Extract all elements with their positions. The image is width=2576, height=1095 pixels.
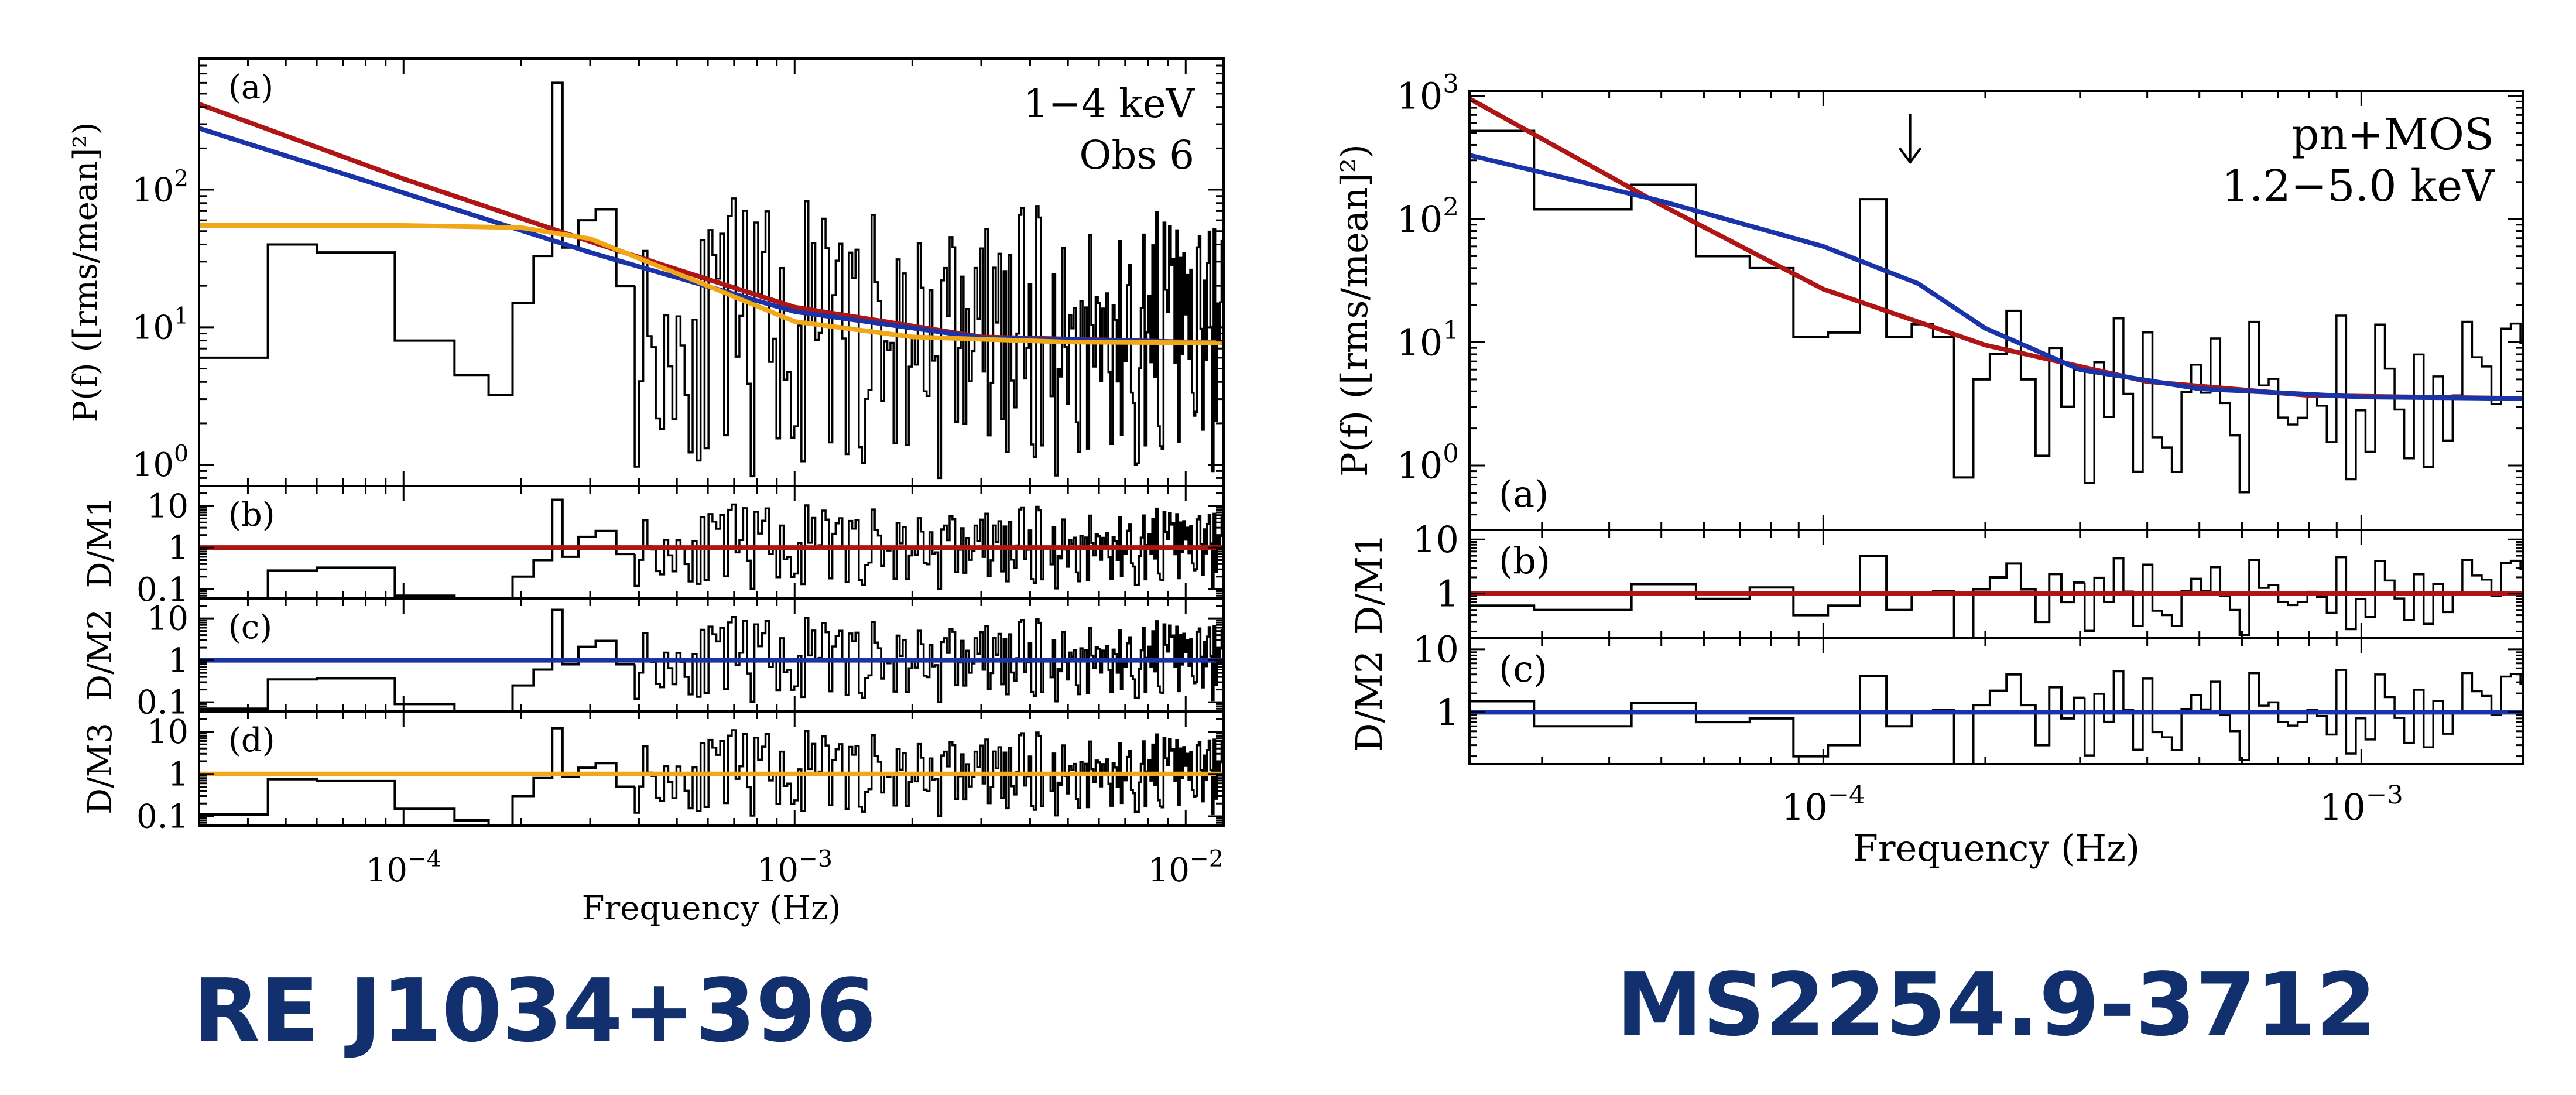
panel-annotation: 1−4 keV — [1023, 81, 1195, 126]
data-histogram — [199, 727, 635, 826]
data-histogram — [1469, 673, 2085, 764]
y-tick-label: 1 — [1436, 572, 1459, 615]
y-tick-label: 1 — [1436, 691, 1459, 734]
panel-0-1: 0.1 110 (b) D/M1 — [81, 485, 1225, 609]
data-histogram-noise — [2083, 669, 2523, 762]
panel-tag: (b) — [1499, 539, 1550, 582]
y-tick-label: 1 — [167, 642, 189, 680]
y-tick-label: 102 — [132, 166, 189, 209]
panel-plot-area — [199, 498, 1224, 598]
y-axis-label: D/M3 — [81, 723, 119, 815]
panel-1-2: 1 10 (c) D/M2 — [1348, 628, 2524, 765]
panel-frame — [198, 710, 1225, 827]
y-tick-label: 103 — [1396, 70, 1459, 118]
panel-plot-area — [199, 608, 1224, 711]
caption-left: RE J1034+396 — [193, 960, 876, 1061]
data-histogram-noise — [2083, 556, 2523, 636]
x-tick-label: 10−3 — [757, 846, 833, 889]
y-tick-label: 1 — [167, 755, 189, 793]
y-axis-label: P(f) ([rms/mean]²) — [1333, 144, 1376, 477]
y-tick-label: 101 — [132, 303, 189, 347]
panel-frame — [1468, 529, 2524, 639]
y-tick-label: 0.1 — [136, 798, 189, 836]
y-axis-label: D/M2 — [81, 609, 119, 701]
y-tick-label: 100 — [1396, 439, 1459, 487]
panel-tag: (c) — [228, 608, 272, 646]
panel-annotation: Obs 6 — [1079, 132, 1194, 178]
x-tick-label: 10−4 — [1782, 781, 1865, 829]
data-histogram — [199, 81, 635, 397]
panel-plot-area — [199, 727, 1224, 826]
panel-plot-area — [1469, 555, 2523, 638]
y-axis-label: P(f) ([rms/mean]²) — [67, 122, 105, 423]
panel-plot-area — [1469, 96, 2523, 494]
panel-tag: (c) — [1499, 648, 1547, 690]
panel-annotation: 1.2−5.0 keV — [2222, 160, 2495, 211]
caption-right: MS2254.9-3712 — [1616, 954, 2377, 1055]
x-axis-label: Frequency (Hz) — [582, 889, 841, 928]
panel-1-1: 1 10 (b) D/M1 — [1348, 518, 2524, 639]
data-histogram-noise — [633, 197, 1224, 480]
panel-0-0: 100 101 102 (a) P(f) ([rms/mean]²) 1−4 keV Obs… — [67, 57, 1225, 487]
data-histogram-noise — [633, 729, 1224, 817]
arrow-head — [1899, 147, 1922, 165]
x-tick-label: 10−3 — [2320, 781, 2403, 829]
y-tick-label: 0.1 — [136, 684, 189, 722]
model-curve-m3 — [199, 223, 1224, 345]
y-tick-label: 102 — [1396, 193, 1459, 241]
panel-1-0: 100 101 102 103 (a) P(f) ([rms/mean]²) pn+MOS1… — [1333, 70, 2524, 531]
y-tick-label: 10 — [1413, 518, 1459, 561]
data-histogram — [266, 498, 635, 598]
data-histogram-noise — [633, 615, 1224, 703]
y-axis-label: D/M2 — [1348, 651, 1390, 752]
panel-0-3: 0.1 1 10 (d) D/M3 — [81, 710, 1225, 836]
panel-annotation: pn+MOS — [2291, 109, 2494, 160]
y-tick-label: 10 — [147, 488, 189, 526]
y-tick-label: 1 — [167, 529, 189, 567]
x-tick-label: 10−4 — [366, 846, 441, 889]
y-tick-label: 10 — [147, 600, 189, 638]
y-tick-label: 101 — [1396, 316, 1459, 364]
panel-plot-area — [1469, 669, 2523, 764]
data-histogram — [1469, 129, 2085, 479]
model-curve-m2 — [1469, 153, 2523, 401]
panel-plot-area — [199, 81, 1224, 480]
y-tick-label: 10 — [147, 713, 189, 751]
data-histogram — [199, 608, 635, 711]
panel-frame — [1468, 637, 2524, 765]
x-axis-label: Frequency (Hz) — [1853, 827, 2140, 870]
panel-tag: (a) — [1499, 473, 1549, 515]
y-tick-label: 100 — [132, 441, 189, 484]
y-axis-label: D/M1 — [81, 497, 119, 588]
data-histogram-noise — [2083, 314, 2523, 494]
y-tick-label: 10 — [1413, 628, 1459, 671]
data-histogram — [1469, 555, 2085, 638]
panel-0-2: 0.1 1 10 (c) D/M2 — [81, 597, 1225, 722]
panel-tag: (b) — [228, 496, 275, 534]
y-axis-label: D/M1 — [1348, 533, 1390, 635]
y-tick-label: 0.1 — [136, 571, 189, 609]
x-tick-label: 10−2 — [1148, 846, 1224, 889]
panel-tag: (d) — [228, 721, 275, 759]
panel-tag: (a) — [228, 69, 273, 107]
data-histogram-noise — [633, 503, 1224, 590]
